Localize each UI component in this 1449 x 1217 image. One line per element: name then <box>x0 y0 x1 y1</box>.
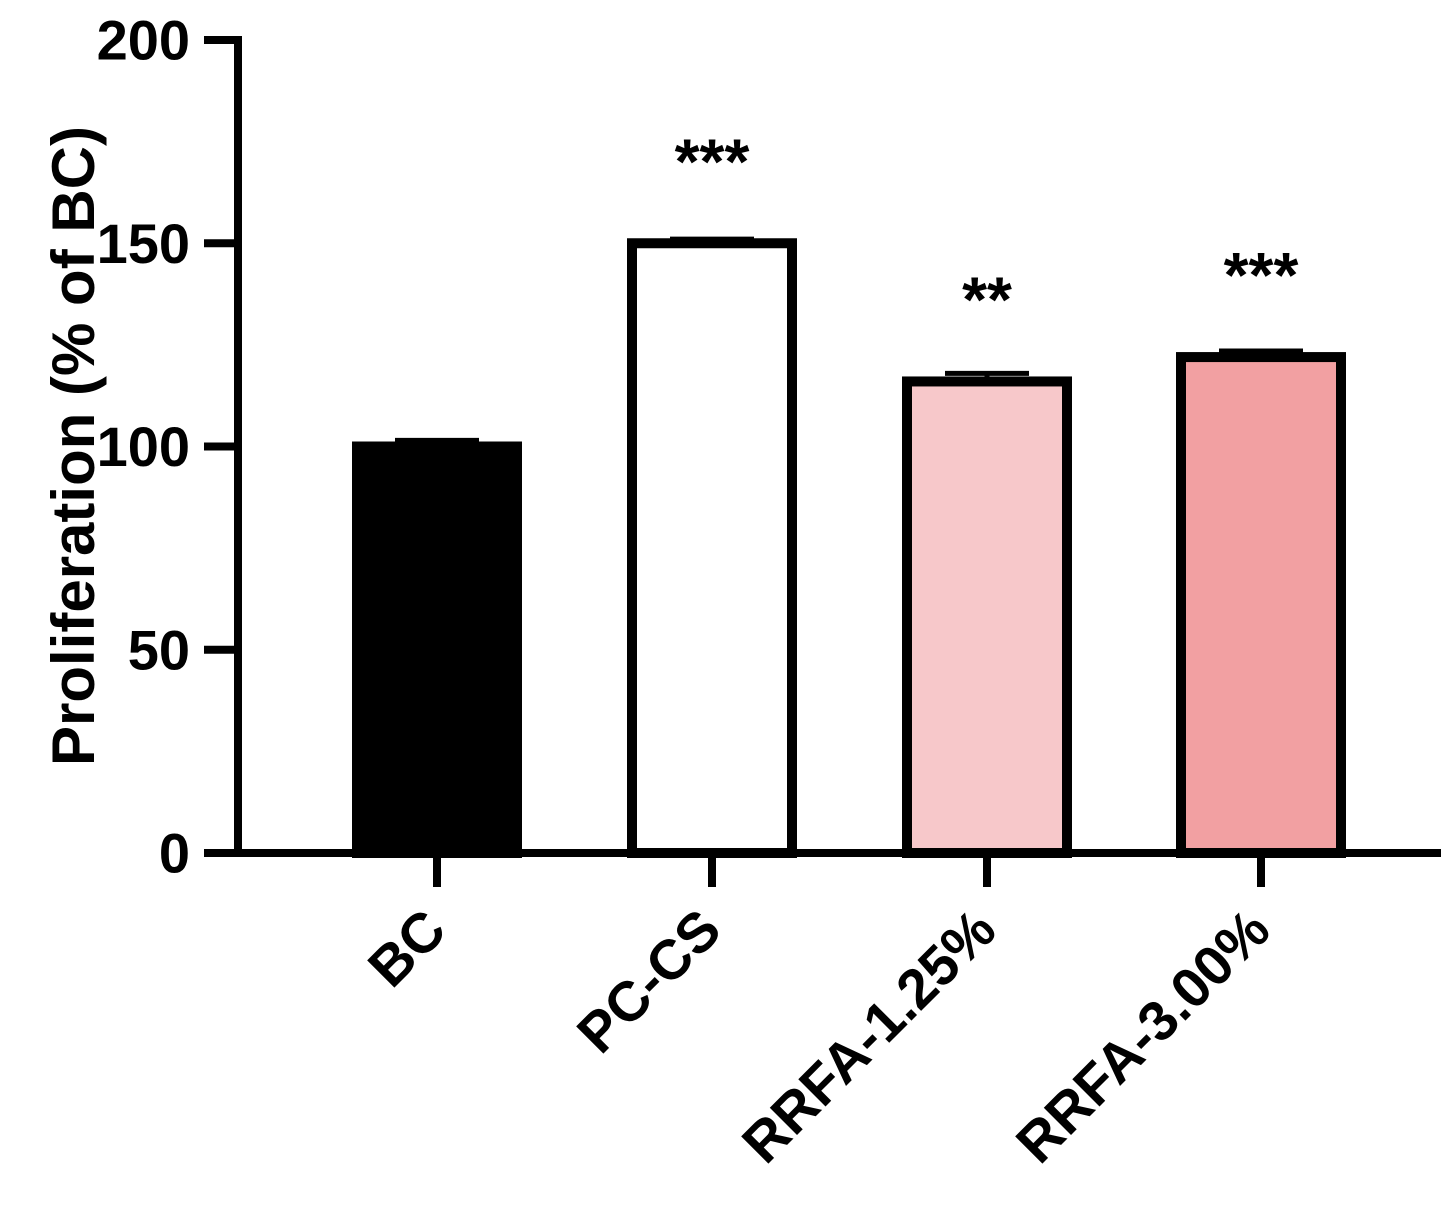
bar-3 <box>1176 352 1346 858</box>
plot-area: BC *** PC-CS ** RRFA-1.25% *** RRFA-3.00% 0 50 10… <box>97 9 1441 1175</box>
y-tick-label-0: 0 <box>159 822 190 885</box>
bar-0 <box>352 441 522 858</box>
y-tick-label-1: 50 <box>128 618 190 681</box>
y-tick-label-2: 100 <box>97 415 190 478</box>
y-tick-label-4: 200 <box>97 9 190 72</box>
significance-label-1: *** <box>675 125 750 197</box>
x-tick-label-1: PC-CS <box>565 897 733 1065</box>
y-tick-label-3: 150 <box>97 212 190 275</box>
bar-1 <box>627 238 797 858</box>
bar-2 <box>902 376 1072 858</box>
x-tick-label-2: RRFA-1.25% <box>730 897 1008 1175</box>
significance-label-2: ** <box>962 263 1012 335</box>
significance-label-3: *** <box>1224 239 1299 311</box>
x-tick-label-3: RRFA-3.00% <box>1004 897 1282 1175</box>
y-axis-label: Proliferation (% of BC) <box>40 126 107 766</box>
x-tick-label-0: BC <box>356 897 458 999</box>
